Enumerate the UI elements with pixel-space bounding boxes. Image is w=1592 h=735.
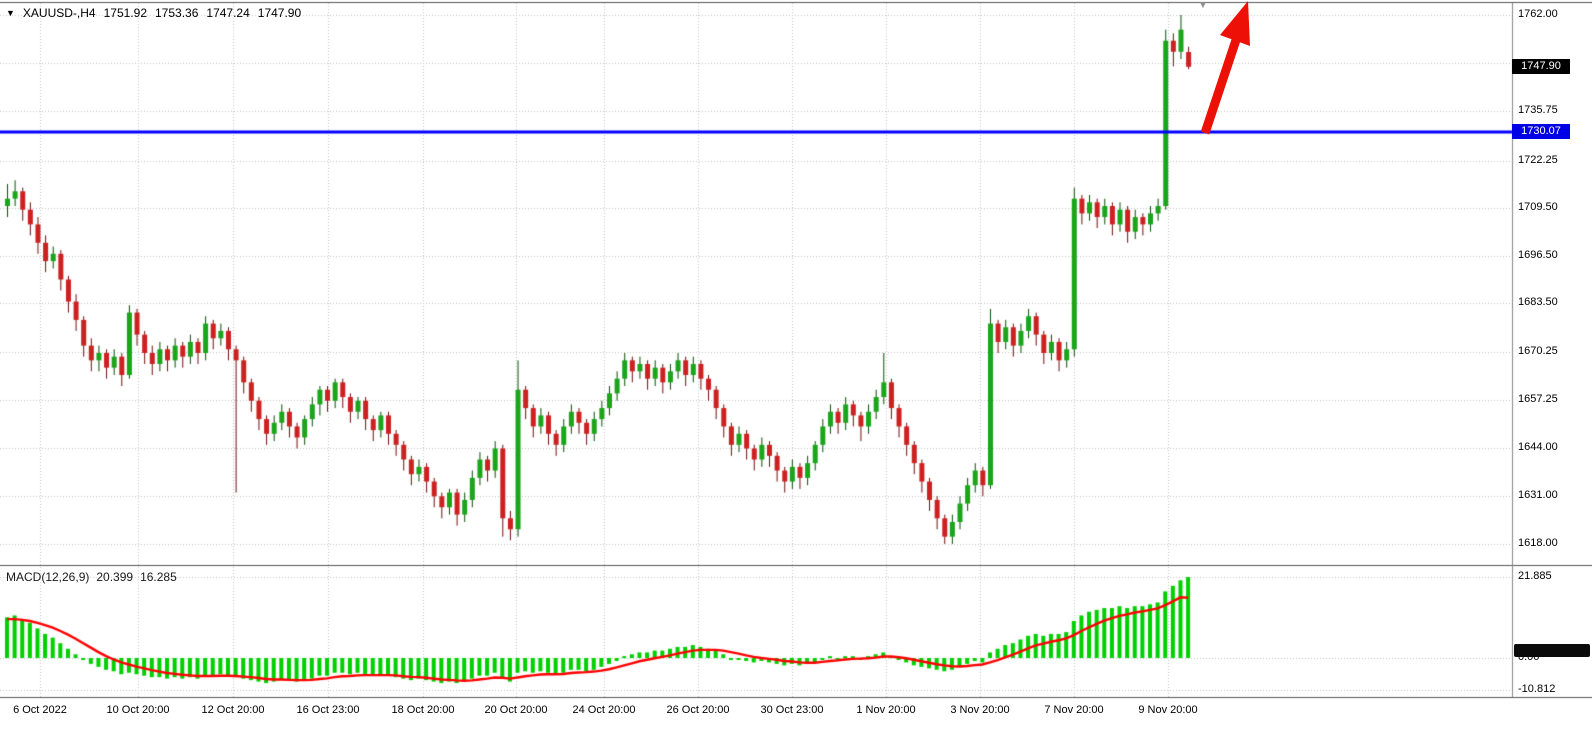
price-axis-label: 1644.00 — [1518, 441, 1558, 454]
price-axis-label: 1762.00 — [1518, 8, 1558, 20]
scrollbar-thumb[interactable] — [1514, 644, 1590, 657]
price-axis-label: 1683.50 — [1518, 296, 1558, 309]
arrow-shaft — [1200, 38, 1241, 135]
close-value: 1747.90 — [257, 6, 302, 20]
time-axis-label: 6 Oct 2022 — [13, 704, 67, 716]
ohlc-header: ▼ XAUUSD-,H4 1751.92 1753.36 1747.24 174… — [6, 6, 301, 20]
time-axis-label: 10 Oct 20:00 — [106, 704, 170, 716]
time-axis[interactable]: 6 Oct 2022 10 Oct 20:00 12 Oct 20:00 16 Oct… — [0, 697, 1512, 735]
price-axis[interactable]: 1747.90 1730.07 1762.00 1735.75 1722.25 170… — [1512, 0, 1592, 735]
symbol-period-label: XAUUSD-,H4 — [22, 6, 96, 20]
time-axis-label: 1 Nov 20:00 — [856, 704, 916, 716]
macd-axis-label: 21.885 — [1518, 570, 1552, 583]
symbol-dropdown-icon[interactable]: ▼ — [6, 8, 15, 18]
high-value: 1753.36 — [155, 6, 199, 20]
chart-shift-marker[interactable]: ▼ — [1198, 0, 1208, 11]
price-axis-label: 1618.00 — [1518, 537, 1558, 549]
open-value: 1751.92 — [103, 6, 147, 20]
time-axis-label: 7 Nov 20:00 — [1044, 704, 1104, 716]
price-axis-label: 1670.25 — [1518, 345, 1558, 358]
price-axis-label: 1696.50 — [1518, 248, 1558, 261]
macd-axis-label: -10.812 — [1518, 682, 1556, 695]
low-value: 1747.24 — [206, 6, 250, 20]
macd-indicator-label: MACD(12,26,9) — [6, 570, 90, 584]
price-axis-label: 1735.75 — [1518, 104, 1558, 117]
price-axis-label: 1631.00 — [1518, 489, 1558, 502]
time-axis-label: 12 Oct 20:00 — [201, 704, 265, 716]
time-axis-label: 16 Oct 23:00 — [296, 704, 360, 716]
price-axis-label: 1722.25 — [1518, 154, 1558, 167]
macd-header: MACD(12,26,9) 20.399 16.285 — [6, 570, 177, 584]
time-axis-label: 3 Nov 20:00 — [950, 704, 1010, 716]
arrow-head — [1220, 1, 1250, 46]
time-axis-label: 18 Oct 20:00 — [391, 704, 455, 716]
hline-price-tag[interactable]: 1730.07 — [1512, 124, 1570, 140]
time-axis-label: 26 Oct 20:00 — [666, 704, 730, 716]
current-price-tag: 1747.90 — [1512, 58, 1570, 74]
time-axis-label: 9 Nov 20:00 — [1138, 704, 1198, 716]
price-axis-label: 1657.25 — [1518, 392, 1558, 405]
time-axis-label: 24 Oct 20:00 — [572, 704, 636, 716]
price-axis-label: 1709.50 — [1518, 200, 1558, 213]
time-axis-label: 30 Oct 23:00 — [760, 704, 824, 716]
macd-signal-value: 16.285 — [140, 570, 177, 584]
macd-value: 20.399 — [96, 570, 134, 584]
time-axis-label: 20 Oct 20:00 — [484, 704, 548, 716]
